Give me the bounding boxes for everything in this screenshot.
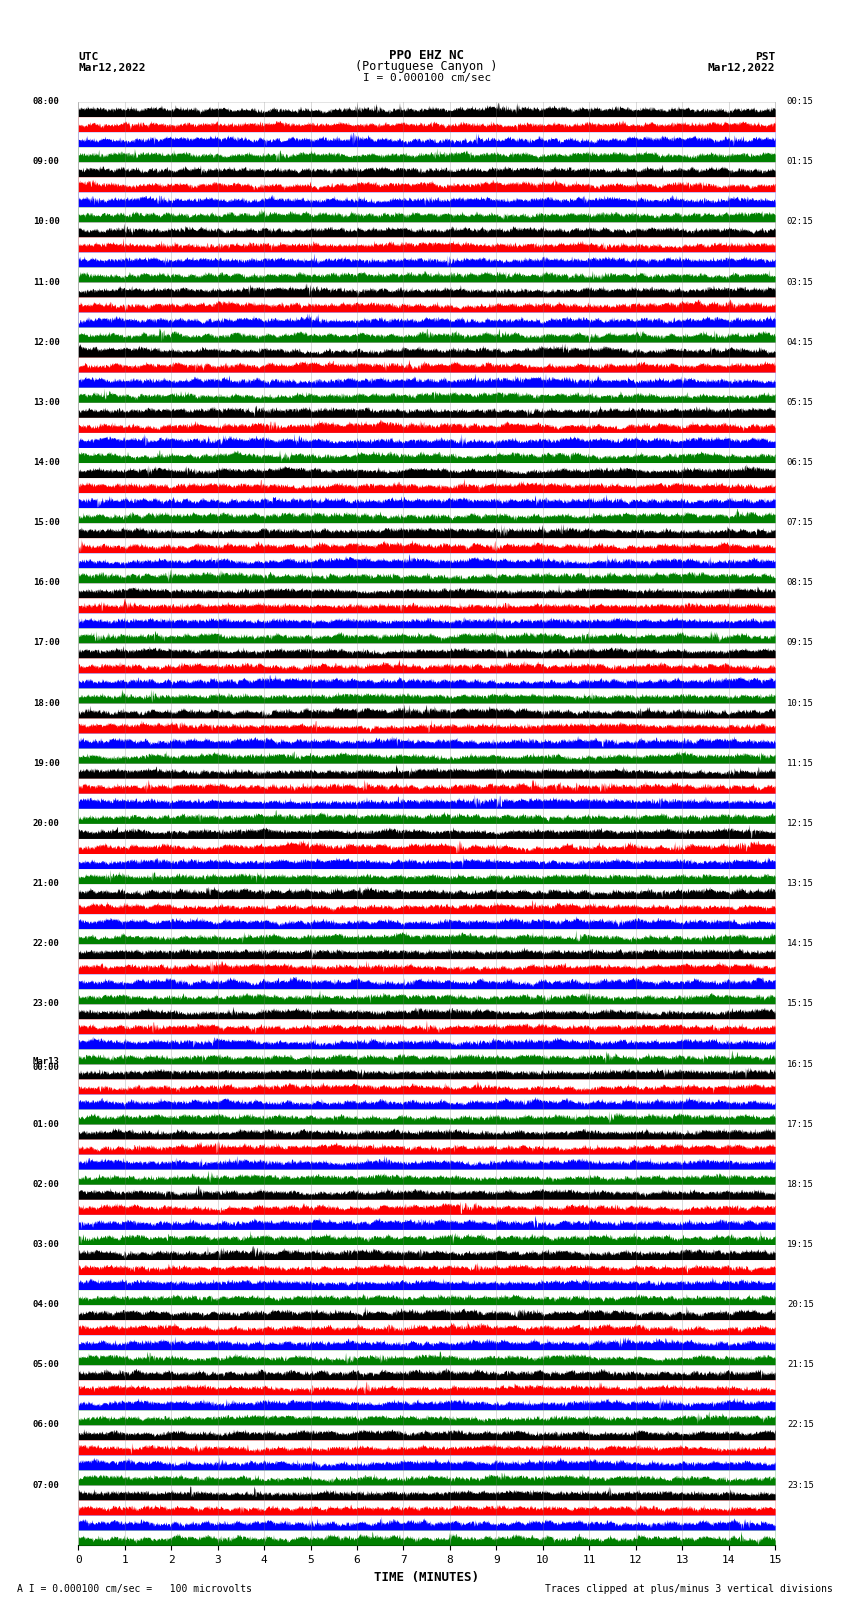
Text: 12:00: 12:00	[33, 337, 60, 347]
Text: 19:00: 19:00	[33, 758, 60, 768]
Text: 09:00: 09:00	[33, 158, 60, 166]
Text: 22:00: 22:00	[33, 939, 60, 948]
Text: 04:00: 04:00	[33, 1300, 60, 1310]
Text: 20:00: 20:00	[33, 819, 60, 827]
Text: 21:15: 21:15	[787, 1360, 813, 1369]
Text: I = 0.000100 cm/sec: I = 0.000100 cm/sec	[363, 73, 490, 84]
Text: UTC: UTC	[78, 52, 99, 63]
Text: 23:15: 23:15	[787, 1481, 813, 1489]
Text: 16:15: 16:15	[787, 1060, 813, 1068]
Text: 03:00: 03:00	[33, 1240, 60, 1248]
Text: 13:00: 13:00	[33, 398, 60, 406]
Text: 14:15: 14:15	[787, 939, 813, 948]
Text: 18:15: 18:15	[787, 1179, 813, 1189]
Text: 20:15: 20:15	[787, 1300, 813, 1310]
Text: 08:00: 08:00	[33, 97, 60, 106]
Text: 18:00: 18:00	[33, 698, 60, 708]
Text: 03:15: 03:15	[787, 277, 813, 287]
Text: 22:15: 22:15	[787, 1421, 813, 1429]
Text: 11:00: 11:00	[33, 277, 60, 287]
Text: 06:00: 06:00	[33, 1421, 60, 1429]
Text: 02:00: 02:00	[33, 1179, 60, 1189]
Text: 10:00: 10:00	[33, 218, 60, 226]
Text: 04:15: 04:15	[787, 337, 813, 347]
Text: 10:15: 10:15	[787, 698, 813, 708]
Text: 08:15: 08:15	[787, 579, 813, 587]
Text: 13:15: 13:15	[787, 879, 813, 889]
Text: 17:15: 17:15	[787, 1119, 813, 1129]
Text: Mar13: Mar13	[33, 1057, 60, 1066]
Text: 05:15: 05:15	[787, 398, 813, 406]
Text: 21:00: 21:00	[33, 879, 60, 889]
Text: (Portuguese Canyon ): (Portuguese Canyon )	[355, 60, 498, 73]
Text: 17:00: 17:00	[33, 639, 60, 647]
Text: 09:15: 09:15	[787, 639, 813, 647]
X-axis label: TIME (MINUTES): TIME (MINUTES)	[374, 1571, 479, 1584]
Text: 07:00: 07:00	[33, 1481, 60, 1489]
Text: 15:00: 15:00	[33, 518, 60, 527]
Text: 07:15: 07:15	[787, 518, 813, 527]
Text: 05:00: 05:00	[33, 1360, 60, 1369]
Text: 11:15: 11:15	[787, 758, 813, 768]
Text: A I = 0.000100 cm/sec =   100 microvolts: A I = 0.000100 cm/sec = 100 microvolts	[17, 1584, 252, 1594]
Text: Mar12,2022: Mar12,2022	[708, 63, 775, 73]
Text: 01:00: 01:00	[33, 1119, 60, 1129]
Text: Mar12,2022: Mar12,2022	[78, 63, 145, 73]
Text: 14:00: 14:00	[33, 458, 60, 468]
Text: 12:15: 12:15	[787, 819, 813, 827]
Text: 00:00: 00:00	[33, 1063, 60, 1071]
Text: 00:15: 00:15	[787, 97, 813, 106]
Text: PST: PST	[755, 52, 775, 63]
Text: 01:15: 01:15	[787, 158, 813, 166]
Text: 15:15: 15:15	[787, 1000, 813, 1008]
Text: 06:15: 06:15	[787, 458, 813, 468]
Text: 23:00: 23:00	[33, 1000, 60, 1008]
Text: Traces clipped at plus/minus 3 vertical divisions: Traces clipped at plus/minus 3 vertical …	[545, 1584, 833, 1594]
Text: 19:15: 19:15	[787, 1240, 813, 1248]
Text: 02:15: 02:15	[787, 218, 813, 226]
Text: 16:00: 16:00	[33, 579, 60, 587]
Text: PPO EHZ NC: PPO EHZ NC	[389, 48, 464, 63]
